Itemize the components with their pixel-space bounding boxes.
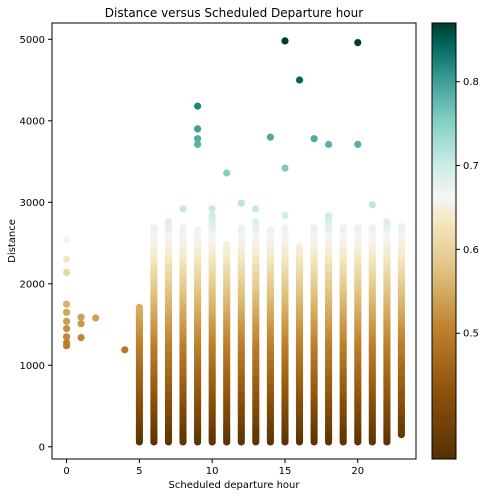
scatter-point [194, 125, 202, 133]
scatter-point [179, 224, 187, 232]
scatter-point [237, 224, 245, 232]
scatter-point [208, 205, 216, 213]
y-axis: 0 1000 2000 3000 4000 5000 [20, 35, 52, 453]
scatter-point [354, 39, 362, 47]
scatter-point [266, 133, 274, 141]
scatter-point [252, 205, 260, 213]
scatter-point [339, 224, 347, 232]
scatter-point [77, 334, 85, 342]
y-tick-label: 1000 [20, 361, 45, 372]
scatter-point [63, 333, 71, 341]
scatter-point [397, 345, 405, 353]
scatter-point [63, 325, 71, 333]
scatter-point [368, 201, 376, 209]
x-axis-label: Scheduled departure hour [169, 480, 301, 491]
scatter-point [92, 314, 100, 322]
scatter-point [252, 218, 260, 226]
scatter-point [164, 218, 173, 226]
scatter-point [397, 417, 405, 425]
x-tick-label: 15 [279, 466, 292, 477]
scatter-point [325, 140, 333, 148]
y-tick-label: 0 [39, 442, 45, 453]
scatter-point [310, 224, 318, 232]
x-tick-label: 20 [351, 466, 364, 477]
scatter-point [77, 313, 85, 321]
colorbar-tick-label: 0.7 [463, 161, 479, 172]
scatter-point [63, 317, 71, 325]
x-tick-label: 5 [136, 466, 142, 477]
plot-frame [51, 22, 417, 460]
scatter-point [77, 320, 85, 328]
y-tick-label: 4000 [20, 116, 45, 127]
scatter-point [325, 212, 333, 220]
scatter-point [383, 218, 391, 226]
scatter-point [150, 224, 158, 232]
scatter-point [121, 346, 129, 354]
y-tick-label: 2000 [20, 279, 45, 290]
scatter-point [208, 212, 216, 220]
x-tick-label: 0 [63, 466, 69, 477]
scatter-point [397, 357, 405, 365]
y-tick-label: 5000 [20, 35, 45, 46]
scatter-point [295, 76, 304, 84]
scatter-point [194, 135, 202, 143]
chart-title: Distance versus Scheduled Departure hour [105, 6, 363, 20]
scatter-point [63, 342, 71, 350]
colorbar-ticks: 0.5 0.6 0.7 0.8 [456, 77, 479, 340]
scatter-point [266, 226, 274, 234]
scatter-point [63, 255, 71, 263]
colorbar: 0.5 0.6 0.7 0.8 [431, 22, 479, 460]
scatter-point [223, 169, 231, 177]
colorbar-tick-label: 0.6 [463, 245, 479, 256]
scatter-point [281, 37, 289, 45]
scatter-point [310, 135, 318, 143]
scatter-point [295, 242, 304, 250]
y-axis-label: Distance [7, 219, 18, 263]
scatter-point [397, 223, 405, 231]
colorbar-tick-label: 0.8 [463, 77, 479, 88]
scatter-point [194, 102, 202, 110]
x-axis: 0 5 10 15 20 [63, 459, 364, 477]
scatter-point [397, 329, 405, 338]
scatter-point [281, 211, 289, 219]
scatter-point [281, 224, 289, 232]
colorbar-gradient [431, 22, 457, 460]
scatter-point [397, 367, 405, 375]
scatter-point [397, 426, 405, 435]
scatter-point [63, 300, 71, 308]
scatter-point [223, 240, 231, 248]
scatter-point [63, 308, 71, 316]
scatter-point [281, 164, 289, 172]
scatter-point [135, 303, 143, 311]
scatter-point [194, 226, 202, 234]
scatter-point [63, 236, 71, 244]
scatter-point [179, 205, 187, 213]
x-tick-label: 10 [206, 466, 219, 477]
scatter-marks [63, 37, 405, 446]
scatter-point [368, 224, 376, 232]
scatter-point [354, 140, 362, 148]
y-tick-label: 3000 [20, 198, 45, 209]
scatter-point [194, 140, 202, 148]
scatter-point [237, 199, 245, 207]
scatter-point [397, 338, 405, 346]
scatter-point [354, 224, 362, 232]
scatter-point [63, 268, 71, 276]
colorbar-tick-label: 0.5 [463, 329, 479, 340]
scatter-point [397, 374, 405, 382]
